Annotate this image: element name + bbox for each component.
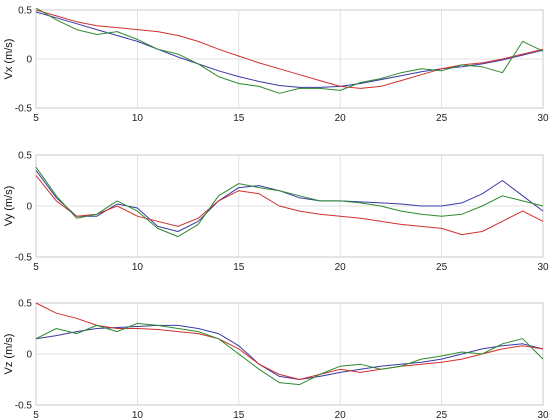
x-tick-label: 25 — [436, 410, 448, 420]
series-line-3 — [35, 166, 544, 238]
x-tick-label: 10 — [132, 113, 144, 124]
series-line-1 — [35, 324, 544, 380]
series-line-2 — [35, 175, 544, 236]
subplot-3: 5 10 15 20 25 30 -0.5 0 0.5 Vz (m/s) — [3, 299, 549, 420]
series-line-3 — [35, 7, 544, 94]
y-tick-label: 0.5 — [18, 151, 32, 162]
x-tick-label: 20 — [335, 262, 347, 273]
y-tick-label: 0 — [26, 202, 32, 213]
y-axis-label: Vx (m/s) — [3, 39, 15, 80]
grid-lines — [35, 9, 544, 109]
x-tick-label: 20 — [335, 113, 347, 124]
subplot-1: 5 10 15 20 25 30 -0.5 0 0.5 Vx (m/s) — [3, 6, 549, 125]
x-tick-label: 10 — [132, 410, 144, 420]
y-tick-label: 0.5 — [18, 299, 32, 310]
series-line-1 — [35, 170, 544, 232]
y-tick-label: -0.5 — [15, 104, 33, 115]
x-tick-label: 25 — [436, 113, 448, 124]
x-tick-label: 5 — [33, 410, 39, 420]
y-tick-label: -0.5 — [15, 401, 33, 412]
y-tick-label: 0.5 — [18, 6, 32, 17]
grid-lines — [35, 302, 544, 406]
x-tick-label: 30 — [537, 113, 549, 124]
series-line-3 — [35, 322, 544, 386]
x-tick-label: 20 — [335, 410, 347, 420]
x-tick-label: 15 — [233, 262, 245, 273]
y-axis-label: Vy (m/s) — [3, 186, 15, 227]
y-axis-label: Vz (m/s) — [3, 334, 15, 375]
x-tick-label: 10 — [132, 262, 144, 273]
subplot-panels: 5 10 15 20 25 30 -0.5 0 0.5 Vx (m/s) 5 10 15 20 25 30 -0… — [3, 6, 549, 420]
subplot-2: 5 10 15 20 25 30 -0.5 0 0.5 Vy (m/s) — [3, 151, 549, 274]
x-tick-label: 5 — [33, 113, 39, 124]
y-tick-label: -0.5 — [15, 253, 33, 264]
y-tick-label: 0 — [26, 350, 32, 361]
series-line-1 — [35, 11, 544, 88]
x-tick-label: 15 — [233, 410, 245, 420]
series-line-2 — [35, 302, 544, 380]
x-tick-label: 25 — [436, 262, 448, 273]
x-tick-label: 30 — [537, 262, 549, 273]
x-tick-label: 5 — [33, 262, 39, 273]
x-tick-label: 30 — [537, 410, 549, 420]
y-tick-label: 0 — [26, 55, 32, 66]
x-tick-label: 15 — [233, 113, 245, 124]
